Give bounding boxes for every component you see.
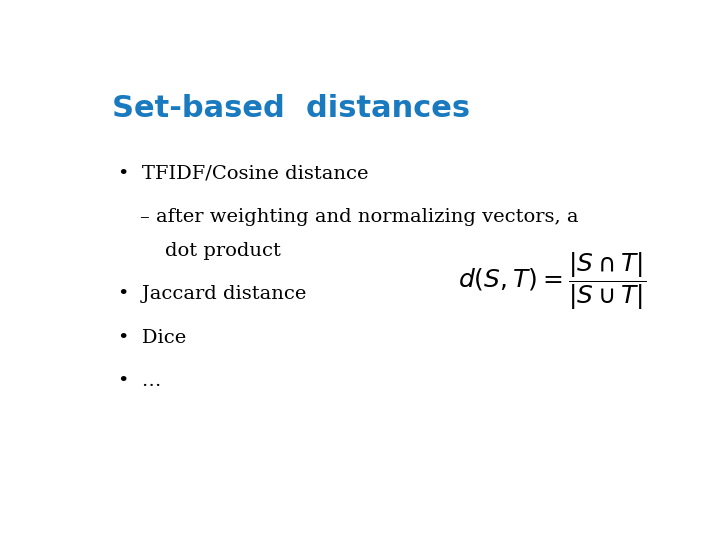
Text: dot product: dot product [166, 241, 282, 260]
Text: – after weighting and normalizing vectors, a: – after weighting and normalizing vector… [140, 208, 579, 226]
Text: •  Jaccard distance: • Jaccard distance [118, 285, 306, 303]
Text: •  …: • … [118, 373, 161, 390]
Text: •  Dice: • Dice [118, 329, 186, 347]
Text: $d(S,T) = \dfrac{|S \cap T|}{|S \cup T|}$: $d(S,T) = \dfrac{|S \cap T|}{|S \cup T|}… [459, 250, 647, 312]
Text: Set-based  distances: Set-based distances [112, 94, 470, 123]
Text: •  TFIDF/Cosine distance: • TFIDF/Cosine distance [118, 165, 369, 183]
